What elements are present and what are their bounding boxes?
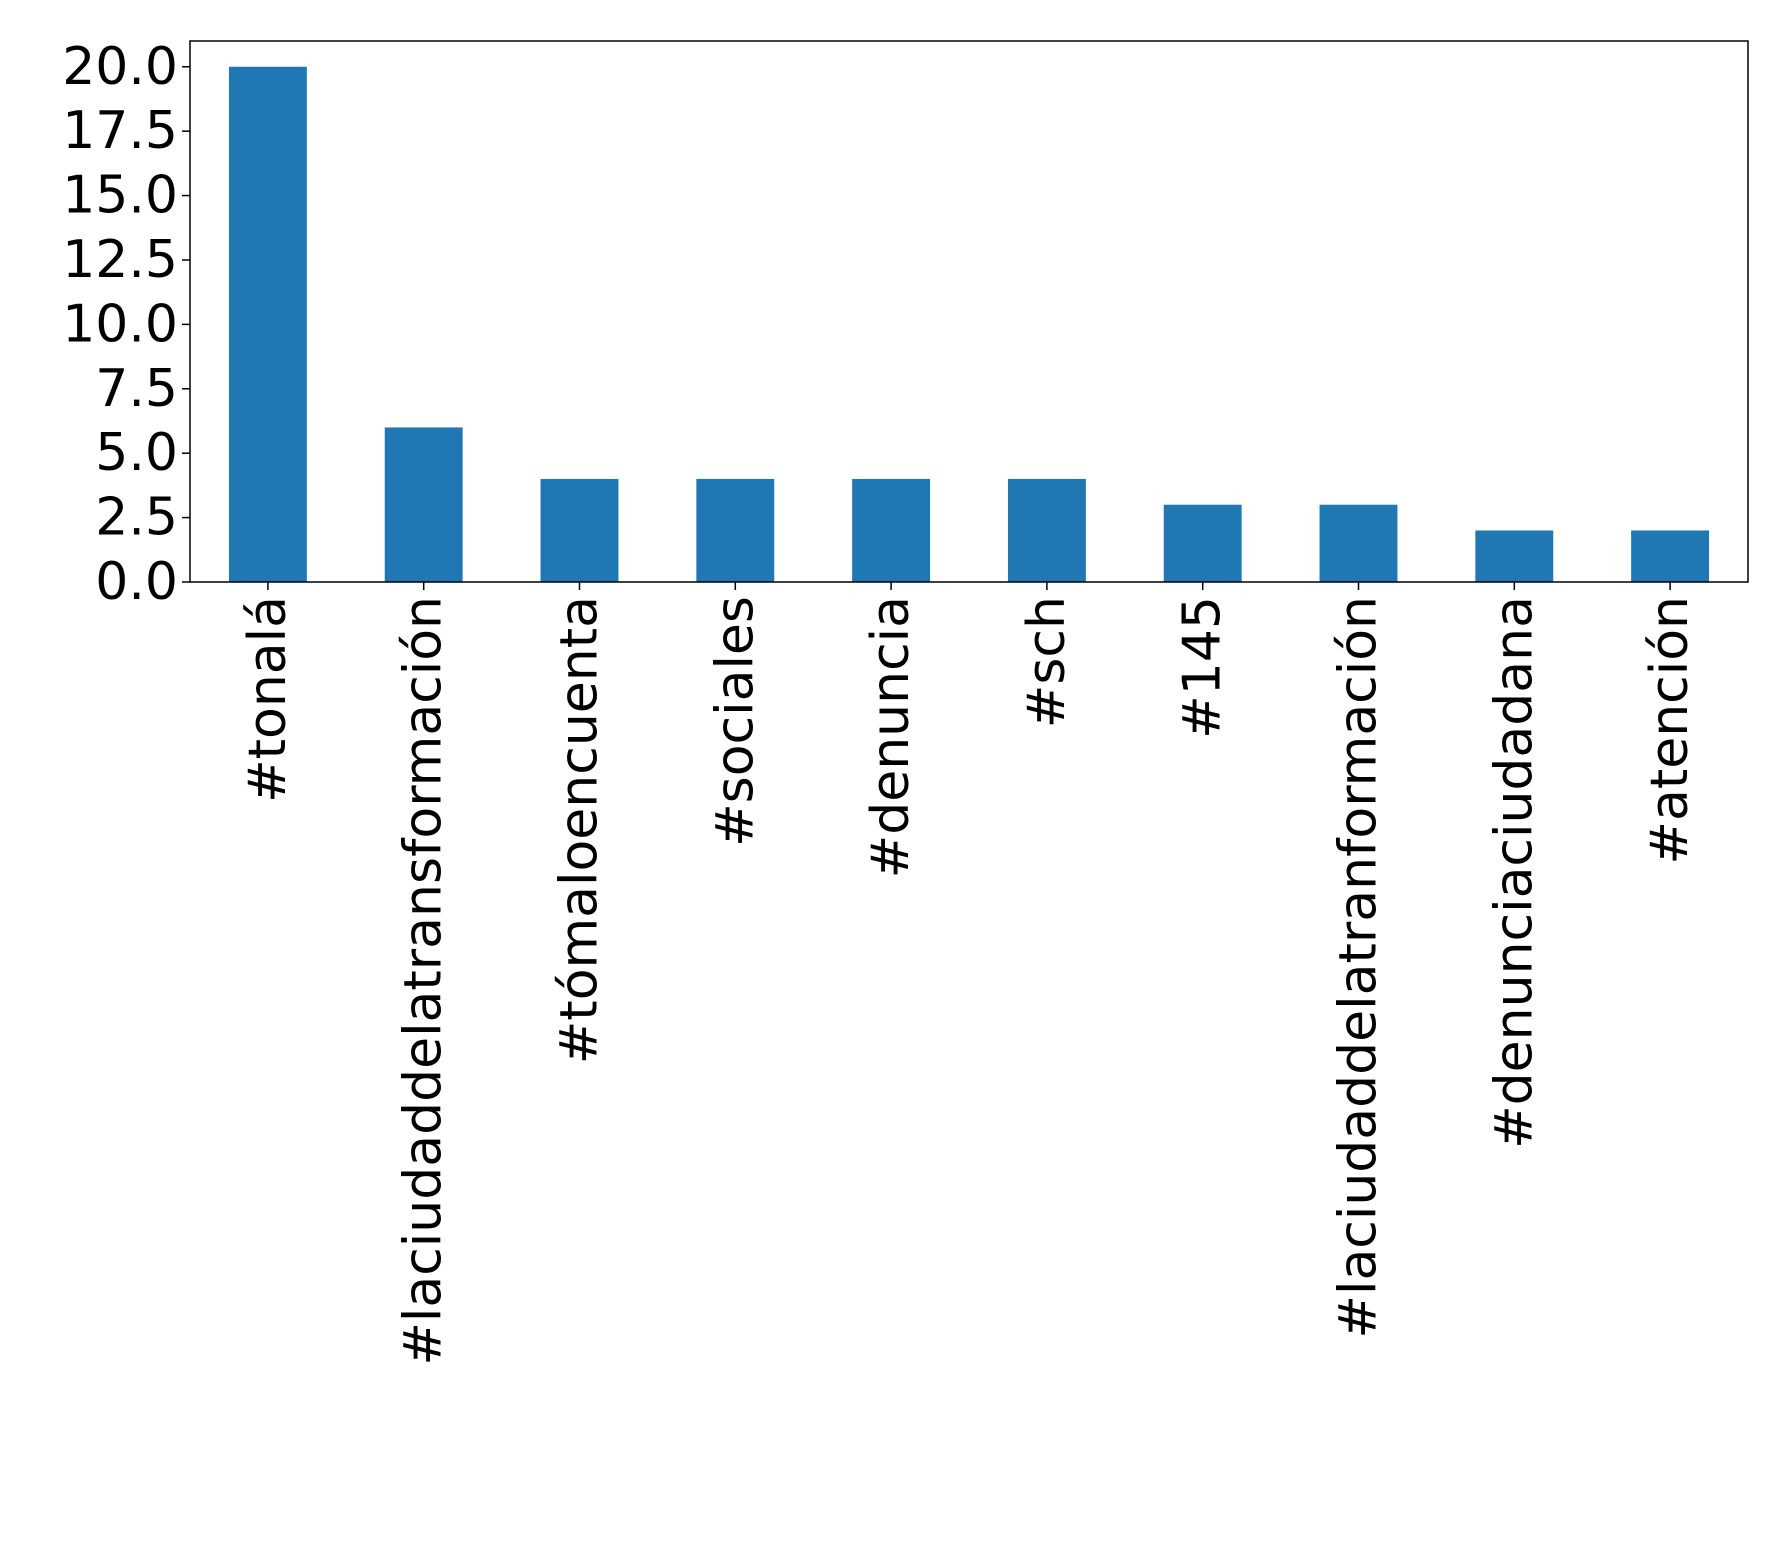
y-tick-label-2: 5.0 — [95, 423, 178, 483]
x-tick-label-6: #145 — [1173, 596, 1233, 739]
y-tick-label-8: 20.0 — [62, 37, 178, 97]
bar-8 — [1475, 530, 1554, 582]
bar-9 — [1631, 530, 1710, 582]
x-tick-label-5: #sch — [1017, 596, 1077, 728]
x-tick-label-3: #sociales — [705, 596, 765, 847]
y-tick-label-1: 2.5 — [95, 488, 178, 548]
plot-frame — [189, 40, 1749, 583]
x-tick-label-0: #tonalá — [238, 596, 298, 803]
bar-3 — [696, 478, 775, 582]
y-tick-label-5: 12.5 — [62, 230, 178, 290]
bar-0 — [228, 66, 307, 582]
bar-5 — [1007, 478, 1086, 582]
x-tick-label-2: #tómaloencuenta — [550, 596, 610, 1064]
y-tick-label-4: 10.0 — [62, 294, 178, 354]
x-tick-label-8: #denunciaciudadana — [1484, 596, 1544, 1149]
x-tick-label-1: #laciudaddelatransformación — [394, 596, 454, 1366]
bar-4 — [852, 478, 931, 582]
bars-layer — [228, 66, 1710, 582]
x-axis: #tonalá #laciudaddelatransformación #tómal… — [238, 582, 1700, 1366]
x-tick-label-4: #denuncia — [861, 596, 921, 878]
bar-2 — [540, 478, 619, 582]
bar-7 — [1319, 504, 1398, 582]
bar-6 — [1163, 504, 1242, 582]
x-tick-label-7: #laciudaddelatranformación — [1329, 596, 1389, 1339]
x-tick-label-9: #atención — [1640, 596, 1700, 865]
y-tick-label-0: 0.0 — [95, 552, 178, 612]
y-tick-label-6: 15.0 — [62, 166, 178, 226]
y-tick-label-3: 7.5 — [95, 359, 178, 419]
bar-1 — [384, 427, 463, 582]
y-axis: 0.02.55.07.510.012.515.017.520.0 — [62, 37, 190, 612]
y-tick-label-7: 17.5 — [62, 101, 178, 161]
